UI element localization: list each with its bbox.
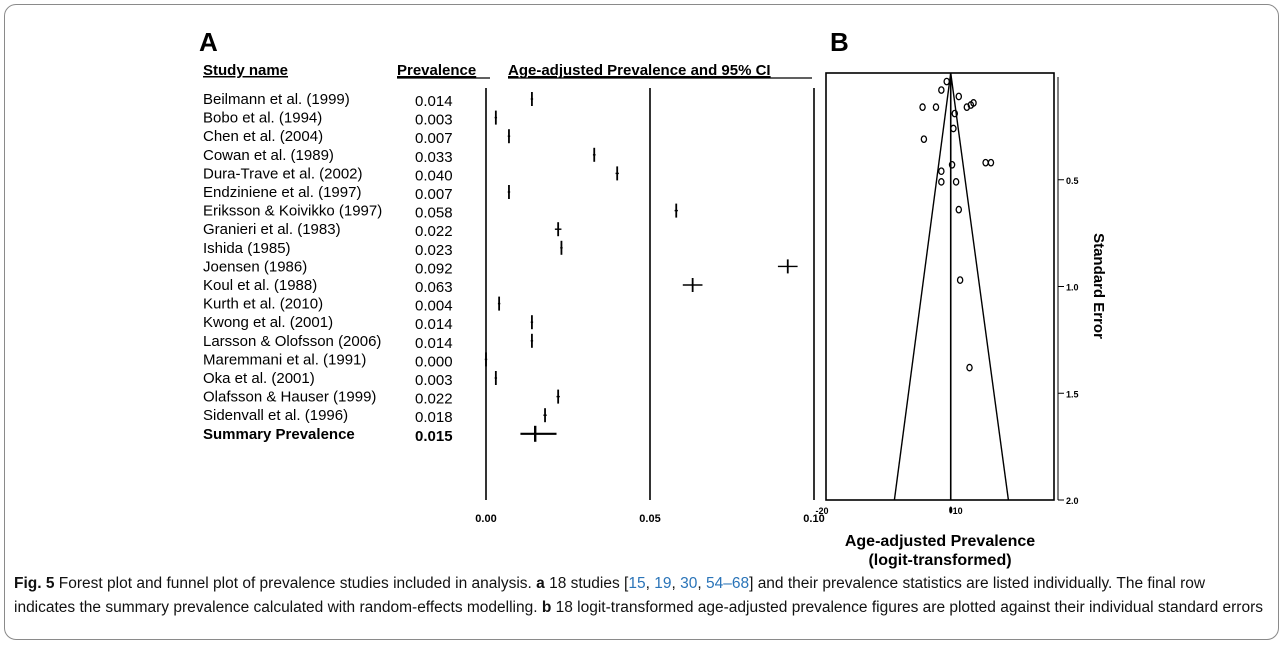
prevalence-value: 0.058 (415, 205, 453, 222)
study-name: Beilmann et al. (1999) (203, 91, 350, 108)
study-point (943, 77, 950, 86)
forest-header: Study name Prevalence Age-adjusted Preva… (203, 62, 812, 79)
study-point (987, 158, 995, 167)
study-name: Kurth et al. (2010) (203, 296, 323, 313)
y-axis-label: Standard Error (1090, 233, 1107, 339)
study-name: Eriksson & Koivikko (1997) (203, 203, 382, 220)
forest-axes: 0.00 0.05 0.10 (475, 88, 825, 525)
summary-prevalence-value: 0.015 (415, 428, 453, 445)
study-point (970, 99, 977, 107)
prevalence-value: 0.014 (415, 316, 453, 333)
x-tick-label: 0.05 (639, 513, 660, 525)
study-name: Chen et al. (2004) (203, 128, 323, 145)
study-point (956, 276, 964, 284)
citation-link[interactable]: 54–68 (705, 575, 750, 592)
citation-link[interactable]: 30 (680, 575, 698, 592)
study-point (966, 363, 973, 372)
header-study-name: Study name (203, 62, 288, 79)
panel-a-letter: A (199, 27, 218, 57)
prevalence-value: 0.014 (415, 335, 453, 352)
prevalence-value: 0.033 (415, 149, 453, 166)
caption-text-1: Forest plot and funnel plot of prevalenc… (54, 575, 537, 592)
caption-text-4: 18 logit-transformed age-adjusted preval… (551, 599, 1263, 616)
study-name: Sidenvall et al. (1996) (203, 407, 348, 424)
study-name: Granieri et al. (1983) (203, 221, 341, 238)
study-point (932, 103, 940, 112)
study-point (955, 205, 963, 214)
x-tick-label: -20 (815, 506, 828, 516)
study-point (982, 158, 989, 167)
x-axis-label-line-1: Age-adjusted Prevalence (845, 533, 1035, 550)
study-name: Endziniene et al. (1997) (203, 184, 361, 201)
prevalence-value: 0.000 (415, 353, 453, 370)
prevalence-value: 0.007 (415, 186, 453, 203)
header-ci: Age-adjusted Prevalence and 95% CI (508, 62, 771, 79)
study-point (950, 124, 957, 133)
study-point (938, 167, 945, 176)
funnel-right-limit (950, 72, 1010, 501)
study-name: Koul et al. (1988) (203, 277, 317, 294)
study-name: Maremmani et al. (1991) (203, 351, 366, 368)
caption-text-3: ] and their prevalence statistics are li… (14, 575, 1206, 616)
prevalence-value: 0.023 (415, 242, 453, 259)
summary-label: Summary Prevalence (203, 426, 355, 443)
study-point (938, 178, 945, 186)
study-name: Ishida (1985) (203, 240, 291, 257)
x-axis-label-line-2: (logit-transformed) (868, 552, 1011, 569)
study-point (938, 86, 945, 94)
study-point (919, 103, 926, 112)
study-name: Bobo et al. (1994) (203, 110, 322, 127)
forest-rows: Beilmann et al. (1999) 0.014 Bobo et al. (… (203, 91, 798, 445)
funnel-plot: 0.5 1.0 1.5 2.0 -20 -10 Standard Error Age-adju… (815, 72, 1107, 569)
prevalence-value: 0.003 (415, 372, 453, 389)
study-point (951, 109, 959, 118)
x-tick-label: 0.00 (475, 513, 496, 525)
caption-text-2: 18 studies [ (544, 575, 629, 592)
caption-a: a (536, 575, 545, 592)
prevalence-value: 0.022 (415, 391, 453, 408)
study-name: Kwong et al. (2001) (203, 314, 333, 331)
x-tick-label: -10 (950, 506, 963, 516)
y-tick-label: 0.5 (1066, 176, 1079, 186)
funnel-left-limit (893, 72, 952, 501)
header-prevalence: Prevalence (397, 62, 476, 79)
study-point (920, 135, 928, 144)
figure-frame (4, 4, 1279, 640)
prevalence-value: 0.004 (415, 298, 453, 315)
caption-label: Fig. 5 (14, 575, 55, 592)
prevalence-value: 0.063 (415, 279, 453, 296)
prevalence-value: 0.003 (415, 112, 453, 129)
y-tick-label: 1.0 (1066, 283, 1079, 293)
study-name: Larsson & Olofsson (2006) (203, 333, 381, 350)
prevalence-value: 0.040 (415, 167, 453, 184)
study-name: Dura-Trave et al. (2002) (203, 165, 363, 182)
plot-frame (825, 72, 1055, 501)
study-point (948, 160, 956, 169)
x-tick-label: 0.10 (803, 513, 824, 525)
prevalence-value: 0.018 (415, 409, 453, 426)
panel-b-letter: B (830, 27, 849, 57)
caption-b: b (541, 599, 552, 616)
prevalence-value: 0.092 (415, 260, 453, 277)
prevalence-value: 0.022 (415, 223, 453, 240)
y-tick-label: 1.5 (1066, 389, 1079, 399)
study-name: Cowan et al. (1989) (203, 147, 334, 164)
citation-link[interactable]: 19 (654, 575, 672, 592)
prevalence-value: 0.014 (415, 93, 453, 110)
study-point (952, 178, 960, 186)
citation-link[interactable]: 15 (628, 575, 646, 592)
study-name: Olafsson & Hauser (1999) (203, 389, 376, 406)
figure-caption: Fig. 5 Forest plot and funnel plot of pr… (14, 575, 1263, 616)
study-name: Oka et al. (2001) (203, 370, 315, 387)
study-name: Joensen (1986) (203, 258, 307, 275)
study-point (955, 92, 963, 101)
y-tick-label: 2.0 (1066, 496, 1079, 506)
pooled-estimate-marker (949, 506, 953, 514)
prevalence-value: 0.007 (415, 130, 453, 147)
